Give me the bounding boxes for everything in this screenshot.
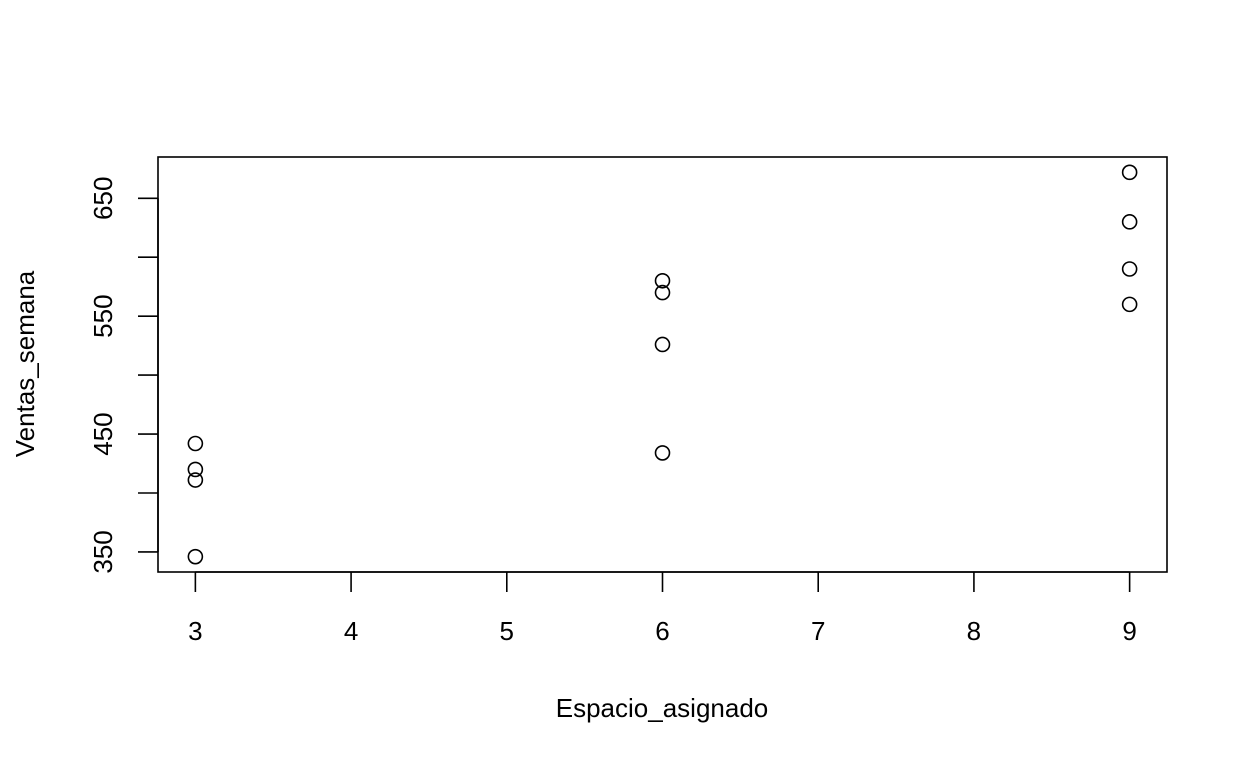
y-tick-label: 550 [88, 294, 118, 337]
data-point [1121, 261, 1138, 277]
data-point [187, 435, 204, 452]
x-axis: 3 4 5 6 7 8 9 [188, 571, 1137, 646]
x-tick-label: 9 [1122, 616, 1136, 646]
x-axis-label: Espacio_asignado [556, 693, 769, 723]
data-point [1121, 164, 1138, 181]
x-tick-label: 4 [344, 616, 358, 646]
x-tick-label: 7 [811, 616, 825, 646]
y-tick-label: 450 [88, 412, 118, 455]
data-point [1121, 296, 1138, 313]
x-tick-label: 3 [188, 616, 202, 646]
data-point [187, 472, 204, 488]
x-tick-label: 8 [967, 616, 981, 646]
data-point [187, 548, 204, 565]
data-point [654, 445, 671, 461]
x-tick-label: 5 [500, 616, 514, 646]
x-tick-label: 6 [655, 616, 669, 646]
data-point [654, 272, 671, 289]
data-point [1121, 214, 1138, 230]
plot-frame [157, 156, 1168, 573]
y-axis: 350 450 550 650 [88, 177, 159, 574]
data-point [654, 284, 671, 301]
data-point [187, 461, 204, 478]
y-axis-label: Ventas_semana [10, 270, 40, 457]
data-points [187, 164, 1138, 565]
y-tick-label: 650 [88, 177, 118, 220]
data-point [654, 336, 671, 353]
y-tick-label: 350 [88, 530, 118, 573]
